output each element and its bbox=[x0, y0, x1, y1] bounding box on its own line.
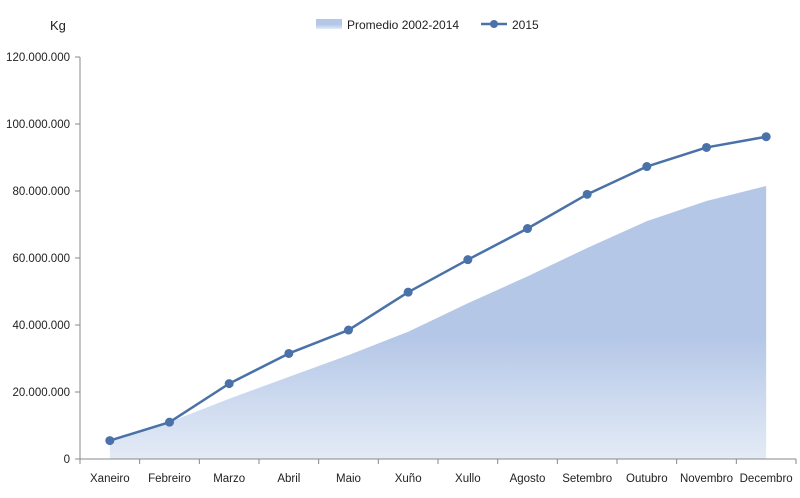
data-point-2015 bbox=[403, 287, 413, 297]
x-tick-label: Xullo bbox=[455, 473, 481, 485]
area-series bbox=[109, 185, 767, 459]
x-tick-label: Agosto bbox=[510, 473, 546, 485]
y-tick-label: 100.000.000 bbox=[6, 119, 70, 131]
data-point-2015 bbox=[582, 189, 592, 199]
x-tick-label: Maio bbox=[336, 473, 361, 485]
legend-marker bbox=[490, 20, 498, 28]
line-series bbox=[105, 132, 771, 446]
y-tick-label: 80.000.000 bbox=[12, 186, 70, 198]
y-tick-label: 20.000.000 bbox=[12, 387, 70, 399]
legend-label-average: Promedio 2002-2014 bbox=[347, 18, 459, 32]
line-2015 bbox=[109, 135, 767, 442]
x-tick-label: Outubro bbox=[626, 473, 668, 485]
y-unit-label: Kg bbox=[50, 18, 66, 33]
y-tick-label: 120.000.000 bbox=[6, 52, 70, 64]
data-point-2015 bbox=[165, 417, 174, 427]
y-tick-label: 40.000.000 bbox=[12, 320, 70, 332]
x-tick-label: Marzo bbox=[213, 473, 245, 485]
x-tick-label: Febreiro bbox=[148, 473, 191, 485]
data-point-2015 bbox=[642, 162, 652, 172]
y-tick-label: 60.000.000 bbox=[12, 253, 70, 265]
data-point-2015 bbox=[463, 255, 473, 265]
legend: Promedio 2002-2014 2015 bbox=[316, 18, 539, 32]
data-point-2015 bbox=[105, 436, 115, 446]
x-tick-label: Abril bbox=[277, 473, 300, 485]
data-point-2015 bbox=[523, 224, 532, 234]
x-tick-label: Decembro bbox=[740, 473, 793, 485]
data-point-2015 bbox=[761, 132, 771, 142]
x-tick-label: Setembro bbox=[562, 473, 612, 485]
data-point-2015 bbox=[702, 142, 711, 152]
legend-label-2015: 2015 bbox=[512, 18, 539, 32]
data-point-2015 bbox=[224, 379, 234, 389]
axes: 0 20.000.000 40.000.000 60.000.000 80.000.00… bbox=[6, 52, 797, 485]
area-fill bbox=[109, 185, 767, 459]
data-point-2015 bbox=[344, 325, 353, 335]
x-tick-label: Novembro bbox=[680, 473, 733, 485]
legend-area-swatch bbox=[316, 19, 342, 29]
data-point-2015 bbox=[284, 348, 294, 358]
x-tick-label: Xuño bbox=[395, 473, 422, 485]
y-tick-label: 0 bbox=[64, 454, 70, 466]
x-tick-label: Xaneiro bbox=[90, 473, 130, 485]
